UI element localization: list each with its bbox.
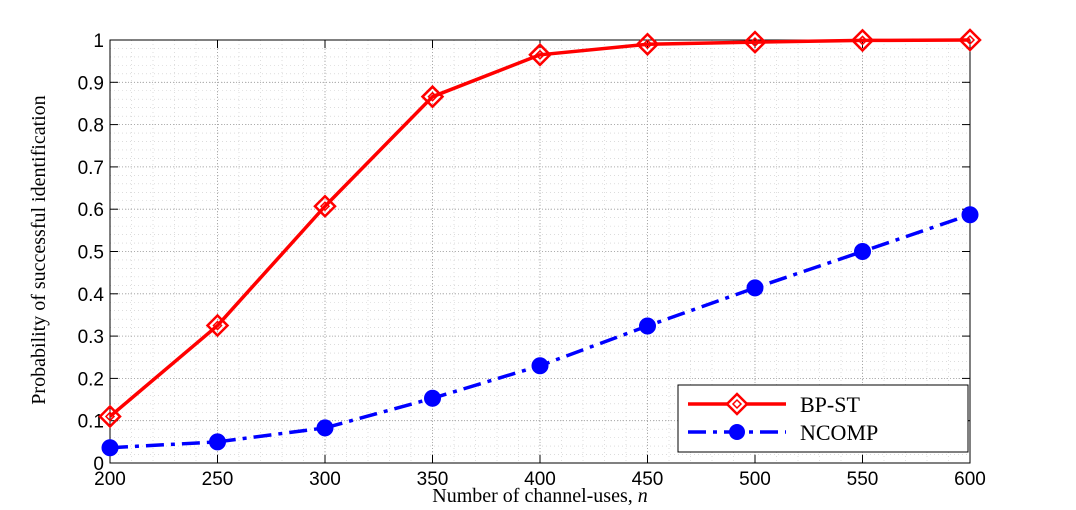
data-point-circle bbox=[209, 433, 226, 451]
data-point-circle bbox=[316, 419, 334, 437]
legend-label: NCOMP bbox=[800, 420, 878, 445]
data-point-diamond-inner bbox=[642, 39, 653, 50]
data-point-diamond bbox=[850, 28, 875, 53]
data-point-circle bbox=[531, 357, 549, 375]
series-layer bbox=[98, 28, 982, 457]
series-line bbox=[108, 38, 971, 418]
y-tick-label: 0.9 bbox=[78, 73, 104, 94]
y-tick-label: 0.1 bbox=[78, 412, 104, 433]
series-bp-st bbox=[98, 28, 982, 429]
y-tick-label: 0.5 bbox=[78, 243, 104, 264]
x-tick-label: 500 bbox=[739, 469, 771, 490]
data-point-diamond bbox=[743, 30, 767, 54]
x-tick-label: 200 bbox=[94, 469, 126, 490]
data-point-circle bbox=[424, 389, 441, 407]
x-tick-label: 400 bbox=[524, 469, 556, 490]
data-point-diamond-inner bbox=[534, 49, 546, 60]
legend-marker-diamond-inner bbox=[731, 398, 743, 410]
data-point-circle bbox=[101, 439, 119, 457]
legend-label: BP-ST bbox=[800, 392, 860, 417]
data-point-circle bbox=[961, 206, 979, 224]
x-tick-label: 600 bbox=[954, 469, 986, 490]
legend-marker-circle bbox=[729, 424, 745, 440]
data-point-diamond bbox=[98, 404, 122, 429]
data-point-diamond-inner bbox=[212, 320, 223, 331]
x-tick-label: 450 bbox=[632, 469, 664, 490]
data-point-diamond bbox=[958, 28, 982, 52]
x-axis-label: Number of channel-uses, n bbox=[432, 485, 648, 507]
y-tick-label: 1 bbox=[93, 31, 104, 52]
x-tick-label: 350 bbox=[417, 469, 449, 490]
y-tick-label: 0 bbox=[93, 454, 104, 475]
data-point-diamond bbox=[528, 43, 552, 67]
data-point-diamond bbox=[205, 313, 230, 338]
y-tick-label: 0.6 bbox=[78, 200, 104, 221]
legend-box bbox=[677, 384, 969, 453]
data-point-diamond-inner bbox=[427, 91, 438, 102]
y-tick-label: 0.7 bbox=[78, 158, 104, 179]
x-tick-label: 550 bbox=[847, 469, 879, 490]
y-tick-label: 0.8 bbox=[78, 116, 104, 137]
data-point-diamond-inner bbox=[964, 34, 976, 46]
data-point-diamond bbox=[635, 32, 660, 56]
data-point-circle bbox=[746, 279, 764, 297]
data-point-diamond bbox=[420, 84, 445, 109]
x-axis-label-variable: n bbox=[638, 485, 648, 507]
data-point-diamond-inner bbox=[749, 37, 761, 48]
data-point-diamond-inner bbox=[857, 35, 868, 46]
data-point-diamond bbox=[313, 194, 337, 219]
y-axis-label: Probability of successful identification bbox=[28, 95, 50, 404]
y-tick-label: 0.2 bbox=[78, 369, 104, 390]
y-tick-label: 0.3 bbox=[78, 327, 104, 348]
data-point-circle bbox=[854, 243, 871, 260]
series-ncomp bbox=[101, 206, 979, 457]
y-tick-label: 0.4 bbox=[78, 285, 105, 306]
legend-marker-diamond bbox=[725, 392, 749, 416]
x-tick-label: 300 bbox=[309, 469, 341, 490]
data-point-circle bbox=[639, 317, 656, 335]
legend: BP-ST NCOMP bbox=[677, 384, 969, 453]
data-point-diamond-inner bbox=[104, 411, 116, 422]
tick-labels: 200 250 300 350 400 450 500 550 600 0 0.1 0.2 0.3 0.4… bbox=[78, 31, 986, 490]
x-tick-label: 250 bbox=[202, 469, 234, 490]
data-point-diamond-inner bbox=[319, 201, 331, 212]
